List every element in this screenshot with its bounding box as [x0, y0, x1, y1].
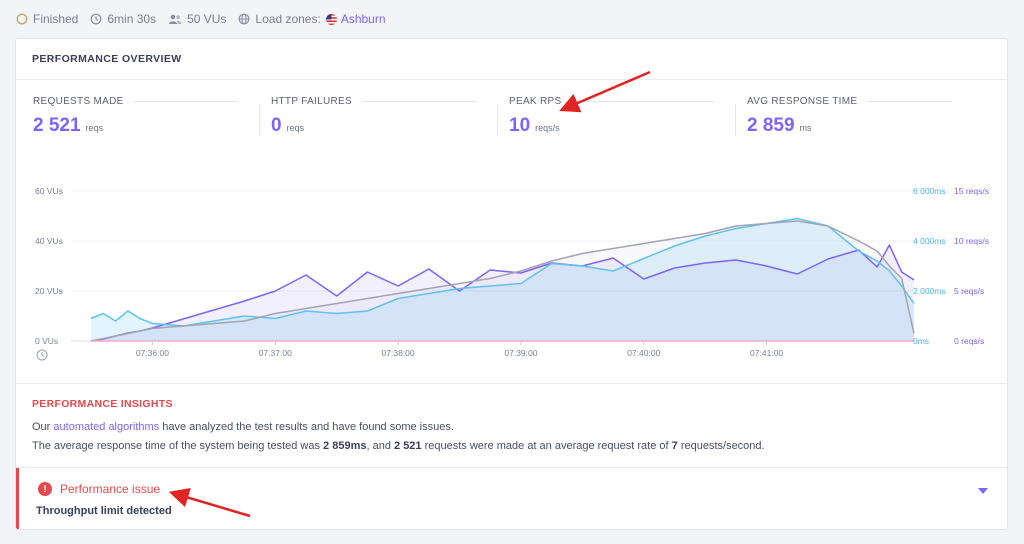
- metric-label: REQUESTS MADE: [33, 96, 124, 107]
- performance-chart[interactable]: 0 VUs 0ms 0 reqs/s 20 VUs 2 000ms 5 reqs/s 40 …: [16, 179, 1008, 369]
- y-left-tick: 60 VUs: [35, 186, 63, 196]
- x-tick-label: 07:41:00: [750, 348, 783, 358]
- metric-unit: reqs/s: [535, 123, 560, 133]
- issue-subtitle: Throughput limit detected: [36, 505, 172, 517]
- y-rps-tick: 15 reqs/s: [954, 186, 989, 196]
- metric-value: 10: [509, 115, 531, 136]
- metric-requests-made: REQUESTS MADE 2 521 reqs: [33, 96, 238, 137]
- metric-label: PEAK RPS: [509, 96, 562, 107]
- metric-http-failures: HTTP FAILURES 0 reqs: [259, 96, 476, 137]
- overview-divider: [16, 79, 1007, 80]
- status-vus: 50 VUs: [168, 12, 226, 26]
- globe-icon: [239, 13, 250, 25]
- automated-algorithms-link[interactable]: automated algorithms: [53, 421, 160, 433]
- duration-label: 6min 30s: [107, 12, 157, 26]
- metric-value: 2 859: [747, 115, 795, 136]
- y-ms-tick: 4 000ms: [913, 236, 946, 246]
- y-left-tick: 0 VUs: [35, 336, 58, 346]
- insights-line-1: Our automated algorithms have analyzed t…: [32, 421, 454, 433]
- alert-icon: !: [38, 482, 52, 496]
- y-ms-tick: 0ms: [913, 336, 929, 346]
- y-rps-tick: 10 reqs/s: [954, 236, 989, 246]
- status-finished: Finished: [16, 12, 78, 26]
- series-response-time-area: [91, 218, 914, 341]
- status-label: Finished: [33, 12, 79, 26]
- metric-value: 2 521: [33, 115, 81, 136]
- chart-areas: [91, 218, 914, 341]
- series-rps-area: [91, 245, 914, 341]
- issue-title: ! Performance issue: [38, 482, 160, 496]
- issue-title-text: Performance issue: [60, 482, 161, 496]
- metric-unit: reqs: [286, 123, 305, 133]
- series-vus-line: [90, 220, 915, 342]
- us-flag-icon: [325, 13, 337, 25]
- y-rps-tick: 0 reqs/s: [954, 336, 984, 346]
- y-ms-tick: 2 000ms: [913, 286, 946, 296]
- zone-link-ashburn[interactable]: Ashburn: [340, 12, 386, 26]
- status-circle-icon: [16, 13, 28, 25]
- x-tick-label: 07:37:00: [259, 348, 292, 358]
- performance-issue-panel[interactable]: ! Performance issue Throughput limit det…: [16, 467, 1007, 529]
- users-icon: [169, 14, 182, 24]
- clock-icon: [90, 13, 102, 25]
- x-tick-label: 07:38:00: [382, 348, 415, 358]
- series-response-time-line: [90, 217, 915, 327]
- x-tick-label: 07:40:00: [627, 348, 660, 358]
- metric-label: HTTP FAILURES: [271, 96, 352, 107]
- chart-lines: [90, 217, 915, 342]
- y-rps-tick: 5 reqs/s: [954, 286, 984, 296]
- metric-value: 0: [271, 115, 282, 136]
- metric-peak-rps: PEAK RPS 10 reqs/s: [497, 96, 714, 137]
- metric-avg-response-time: AVG RESPONSE TIME 2 859 ms: [735, 96, 952, 137]
- y-left-tick: 20 VUs: [35, 286, 63, 296]
- vus-label: 50 VUs: [187, 12, 227, 26]
- load-zones-label: Load zones:: [255, 12, 321, 26]
- y-ms-tick: 6 000ms: [913, 186, 946, 196]
- insights-title: PERFORMANCE INSIGHTS: [32, 398, 173, 410]
- chart-axes: 0 VUs 0ms 0 reqs/s 20 VUs 2 000ms 5 reqs/s 40 …: [35, 186, 989, 358]
- metric-label: AVG RESPONSE TIME: [747, 96, 858, 107]
- insights-line-2: The average response time of the system …: [32, 440, 765, 452]
- performance-card: PERFORMANCE OVERVIEW REQUESTS MADE 2 521…: [15, 38, 1008, 530]
- y-left-tick: 40 VUs: [35, 236, 63, 246]
- x-tick-label: 07:36:00: [136, 348, 169, 358]
- metric-unit: reqs: [85, 123, 104, 133]
- status-load-zones: Load zones: Ashburn: [238, 12, 386, 26]
- run-status-bar: Finished 6min 30s 50 VUs Load zones: Ash…: [16, 10, 398, 28]
- metric-unit: ms: [799, 123, 812, 133]
- overview-title: PERFORMANCE OVERVIEW: [32, 53, 182, 65]
- series-vus-area: [91, 221, 914, 341]
- chevron-down-icon[interactable]: [978, 488, 988, 494]
- status-duration: 6min 30s: [90, 12, 156, 26]
- insights-divider: [16, 383, 1007, 384]
- chart-clock-icon: [36, 349, 48, 361]
- x-tick-label: 07:39:00: [504, 348, 537, 358]
